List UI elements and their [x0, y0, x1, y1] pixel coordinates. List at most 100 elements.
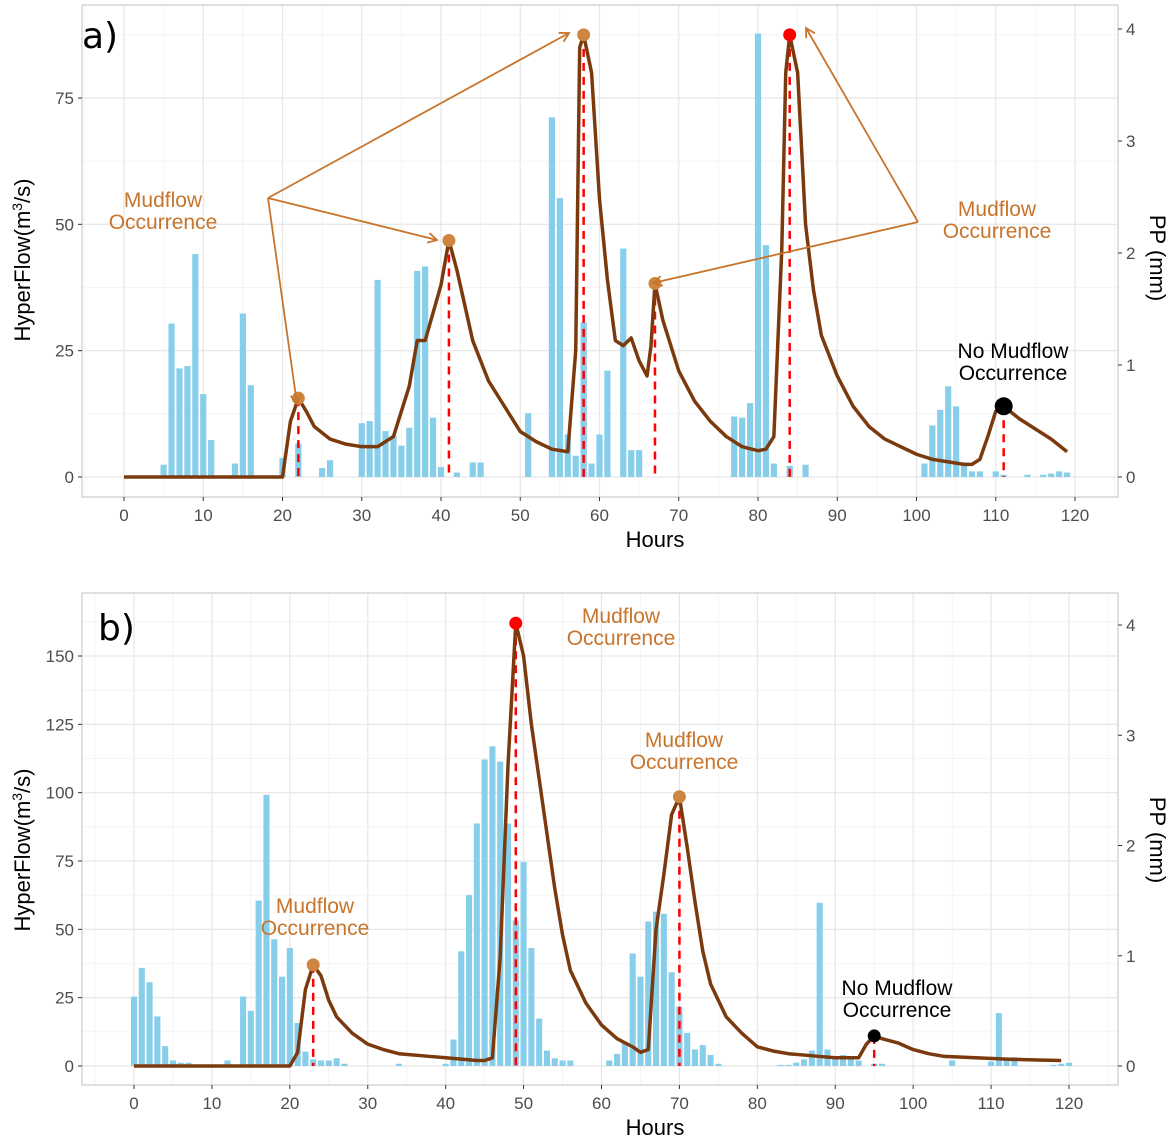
precip-bar [458, 951, 465, 1066]
precip-bar [968, 471, 976, 477]
precip-bar [154, 1016, 161, 1066]
y-axis-title-part: /s) [10, 768, 35, 792]
none-event-marker [867, 1029, 881, 1043]
annotation-line: Occurrence [959, 362, 1068, 385]
precip-bar [146, 982, 153, 1066]
precip-bar [398, 445, 405, 477]
gridlines [82, 5, 1118, 497]
y2-axis-title: PP (mm) [1145, 215, 1169, 301]
y-tick-label: 25 [55, 342, 74, 361]
precip-bar [808, 1050, 815, 1066]
precip-bar [466, 895, 473, 1066]
precip-bar [637, 976, 644, 1066]
precip-bar [208, 440, 215, 477]
annotation-line: Occurrence [261, 917, 370, 940]
y-tick-label: 75 [55, 89, 74, 108]
precip-bar [559, 1060, 566, 1066]
precip-bar [429, 417, 437, 477]
precip-bar [130, 996, 138, 1066]
precip-bar [551, 1058, 558, 1066]
x-tick-label: 70 [670, 1094, 689, 1113]
y-axis-title: HyperFlow(m3/s) [9, 768, 35, 931]
precip-bar [629, 953, 636, 1066]
precip-bar [606, 1060, 613, 1066]
no-mudflow-annotation: No Mudflow Occurrence [958, 340, 1070, 385]
y2-tick-label: 1 [1126, 356, 1135, 375]
annotation-arrow [267, 197, 439, 244]
annotation-line: Mudflow [276, 895, 355, 918]
x-tick-label: 110 [978, 1094, 1005, 1113]
precip-bar [536, 1018, 543, 1066]
y-tick-label: 50 [55, 215, 74, 234]
annotation-line: Occurrence [109, 211, 218, 234]
precip-bar [528, 948, 535, 1066]
x-tick-label: 40 [436, 1094, 455, 1113]
precip-bar [567, 1060, 574, 1066]
precip-bar [564, 434, 571, 477]
precip-bar [653, 911, 660, 1066]
x-axis-title: Hours [626, 1115, 685, 1140]
annotation-line: Occurrence [843, 999, 952, 1022]
precip-bar [937, 409, 944, 477]
precip-bar [138, 967, 145, 1066]
precip-bar [302, 1051, 309, 1066]
precip-bar [660, 913, 667, 1066]
y2-tick-label: 2 [1126, 244, 1135, 263]
precip-bar [1056, 471, 1063, 477]
precip-bar [731, 416, 738, 477]
precip-bars [160, 33, 1071, 477]
panel-label: a) [82, 16, 118, 57]
precip-bar [802, 464, 809, 477]
x-tick-label: 50 [511, 506, 530, 525]
precip-bar [604, 370, 611, 477]
precip-bar [840, 1054, 847, 1066]
precip-bar [707, 1054, 714, 1066]
panel-label: b) [98, 608, 135, 649]
precip-bar [1000, 474, 1007, 477]
x-tick-label: 50 [514, 1094, 533, 1113]
annotation-line: Mudflow [124, 189, 203, 212]
precip-bar [279, 976, 286, 1066]
y2-axis-title: PP (mm) [1145, 797, 1169, 883]
precip-bar [169, 1060, 176, 1066]
y-axis-title-superscript: 3 [9, 203, 25, 211]
precip-bar [374, 279, 381, 477]
precip-bar [200, 394, 207, 477]
y-tick-label: 50 [55, 920, 74, 939]
precip-bar [636, 450, 643, 477]
precip-bar [1065, 1062, 1073, 1066]
y-tick-label: 75 [55, 852, 74, 871]
precip-bar [847, 1057, 854, 1066]
x-tick-label: 20 [273, 506, 292, 525]
precip-bar [271, 939, 278, 1066]
mudflow-annotation: Mudflow Occurrence [567, 605, 676, 650]
precip-bar [949, 1060, 956, 1066]
precip-bar [1048, 473, 1055, 477]
precip-bar [341, 1063, 348, 1066]
annotation-line: Occurrence [943, 220, 1052, 243]
precip-bar [504, 823, 512, 1066]
precip-bar [1050, 1064, 1057, 1066]
peak-event-marker [509, 616, 523, 630]
precip-bar [240, 996, 247, 1066]
precip-bar [976, 471, 983, 477]
x-tick-label: 90 [828, 506, 847, 525]
annotation-line: Mudflow [582, 605, 661, 628]
annotation-line: No Mudflow [958, 340, 1070, 363]
precip-bar [878, 1063, 886, 1066]
x-tick-label: 0 [129, 1094, 138, 1113]
precip-bar [614, 1053, 621, 1066]
precip-bar [326, 460, 334, 477]
precip-bar [572, 455, 579, 477]
precip-bar [263, 794, 270, 1066]
precip-bar [1024, 474, 1031, 477]
y2-tick-label: 4 [1126, 616, 1135, 635]
precip-bar [422, 266, 429, 477]
mudflow-event-marker [672, 790, 686, 804]
x-tick-label: 80 [748, 1094, 767, 1113]
y-tick-label: 150 [46, 647, 74, 666]
precip-bar [1040, 474, 1047, 477]
annotation-line: Occurrence [630, 751, 739, 774]
x-tick-label: 30 [358, 1094, 377, 1113]
precip-bar [596, 434, 603, 477]
